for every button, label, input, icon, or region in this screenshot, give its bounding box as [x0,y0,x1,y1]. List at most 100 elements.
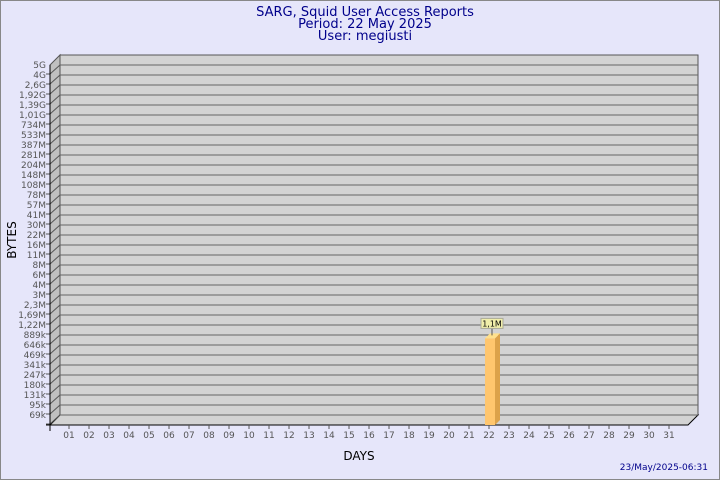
y-tick-label: 57M [27,201,46,211]
floor [48,414,700,426]
x-tick-label: 01 [63,431,74,441]
x-tick-label: 04 [123,431,135,441]
y-tick-label: 1,22M [18,321,46,331]
y-tick-label: 41M [27,211,46,221]
y-tick-label: 469k [24,351,47,361]
y-tick-label: 69k [29,411,46,421]
y-tick-diag [49,154,61,165]
chart-user: User: megiusti [318,29,412,44]
y-tick-diag [49,354,61,365]
x-tick-label: 08 [203,431,215,441]
y-tick-diag [49,104,61,115]
y-tick-diag [49,214,61,225]
y-axis-label: BYTES [5,221,19,258]
x-tick-label: 27 [583,431,594,441]
y-tick-diag [49,334,61,345]
x-tick-label: 16 [363,431,375,441]
x-tick-label: 14 [323,431,335,441]
y-tick-label: 1,01G [19,111,46,121]
y-tick-diag [49,304,61,315]
x-tick-label: 13 [303,431,314,441]
y-tick-diag [49,344,61,355]
y-tick-diag [49,74,61,85]
x-tick-label: 02 [83,431,94,441]
x-tick-label: 26 [563,431,575,441]
y-tick-label: 204M [21,161,46,171]
x-tick-label: 29 [623,431,635,441]
x-tick-label: 09 [223,431,235,441]
y-tick-diag [49,144,61,155]
y-tick-diag [49,404,61,415]
y-tick-label: 148M [21,171,46,181]
x-tick-label: 18 [403,431,415,441]
y-tick-label: 1,92G [19,91,46,101]
bar-side-22 [495,333,500,425]
x-tick-label: 10 [243,431,255,441]
y-tick-label: 281M [21,151,46,161]
y-tick-label: 3M [33,291,47,301]
y-tick-label: 387M [21,141,46,151]
y-tick-diag [49,114,61,125]
x-tick-label: 21 [463,431,474,441]
x-tick-label: 28 [603,431,615,441]
y-tick-label: 8M [33,261,47,271]
bar-22 [485,338,495,425]
y-tick-diag [49,234,61,245]
y-tick-label: 247k [24,371,47,381]
y-tick-label: 646k [24,341,47,351]
data-label-box [480,317,504,329]
y-tick-diag [49,394,61,405]
chart-title: SARG, Squid User Access Reports [256,5,474,20]
y-tick-label: 2,3M [24,301,46,311]
y-tick-diag [49,224,61,235]
y-tick-label: 131k [24,391,47,401]
y-tick-diag [49,184,61,195]
y-tick-label: 5G [33,61,46,71]
x-axis-label: DAYS [343,449,374,463]
x-tick-label: 20 [443,431,455,441]
y-tick-diag [49,324,61,335]
y-tick-diag [49,124,61,135]
y-tick-label: 22M [27,231,46,241]
x-tick-label: 12 [283,431,294,441]
y-tick-label: 4G [33,71,46,81]
y-tick-label: 889k [24,331,47,341]
y-tick-label: 180k [24,381,47,391]
x-tick-label: 06 [163,431,175,441]
y-tick-label: 533M [21,131,46,141]
y-tick-label: 6M [33,271,47,281]
y-tick-label: 341k [24,361,47,371]
x-tick-label: 05 [143,431,154,441]
x-tick-label: 30 [643,431,655,441]
y-tick-diag [49,64,61,75]
y-tick-diag [49,414,61,425]
y-tick-diag [49,174,61,185]
y-tick-diag [49,264,61,275]
y-tick-diag [49,284,61,295]
y-tick-label: 11M [27,251,46,261]
y-tick-diag [49,94,61,105]
y-tick-label: 95k [29,401,46,411]
y-tick-diag [49,384,61,395]
y-tick-label: 30M [27,221,46,231]
x-tick-label: 25 [543,431,554,441]
x-tick-label: 15 [343,431,354,441]
x-tick-label: 22 [483,431,494,441]
y-tick-diag [49,244,61,255]
y-tick-label: 1,39G [19,101,46,111]
x-tick-label: 24 [523,431,535,441]
y-tick-label: 78M [27,191,46,201]
y-tick-label: 1,69M [18,311,46,321]
y-tick-diag [49,194,61,205]
y-tick-diag [49,294,61,305]
y-tick-diag [49,134,61,145]
y-tick-diag [49,204,61,215]
y-tick-diag [49,254,61,265]
chart-period: Period: 22 May 2025 [298,17,432,32]
x-tick-label: 19 [423,431,435,441]
x-tick-label: 23 [503,431,514,441]
x-tick-label: 31 [663,431,674,441]
y-tick-diag [49,164,61,175]
y-tick-diag [49,364,61,375]
